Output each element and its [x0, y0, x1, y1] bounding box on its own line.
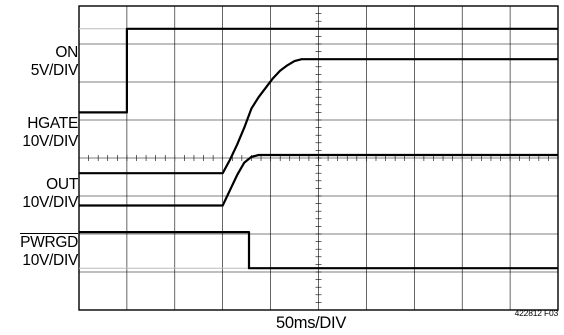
- channel-scale: 5V/DIV: [30, 62, 79, 79]
- x-axis-label: 50ms/DIV: [276, 314, 347, 332]
- channel-scale: 10V/DIV: [22, 133, 78, 150]
- channel-name: ON: [55, 44, 78, 61]
- trace-out: [79, 153, 558, 207]
- ghost-trace-pwrgd: [79, 232, 250, 269]
- channel-label-pwrgd: PWRGD 10V/DIV: [20, 234, 78, 270]
- trace-pwrgd: [79, 231, 558, 270]
- trace-on: [79, 27, 558, 114]
- channel-scale: 10V/DIV: [22, 252, 78, 269]
- figure-id: 422812 F03: [514, 308, 559, 318]
- channel-scale: 10V/DIV: [22, 194, 78, 211]
- channel-label-out: OUT 10V/DIV: [22, 176, 78, 212]
- channel-name: HGATE: [27, 115, 78, 132]
- channel-name: PWRGD: [20, 234, 78, 251]
- channel-label-on: ON 5V/DIV: [30, 44, 79, 80]
- channel-name: OUT: [46, 176, 78, 193]
- trace-hgate: [79, 58, 558, 175]
- channel-label-hgate: HGATE 10V/DIV: [22, 115, 78, 151]
